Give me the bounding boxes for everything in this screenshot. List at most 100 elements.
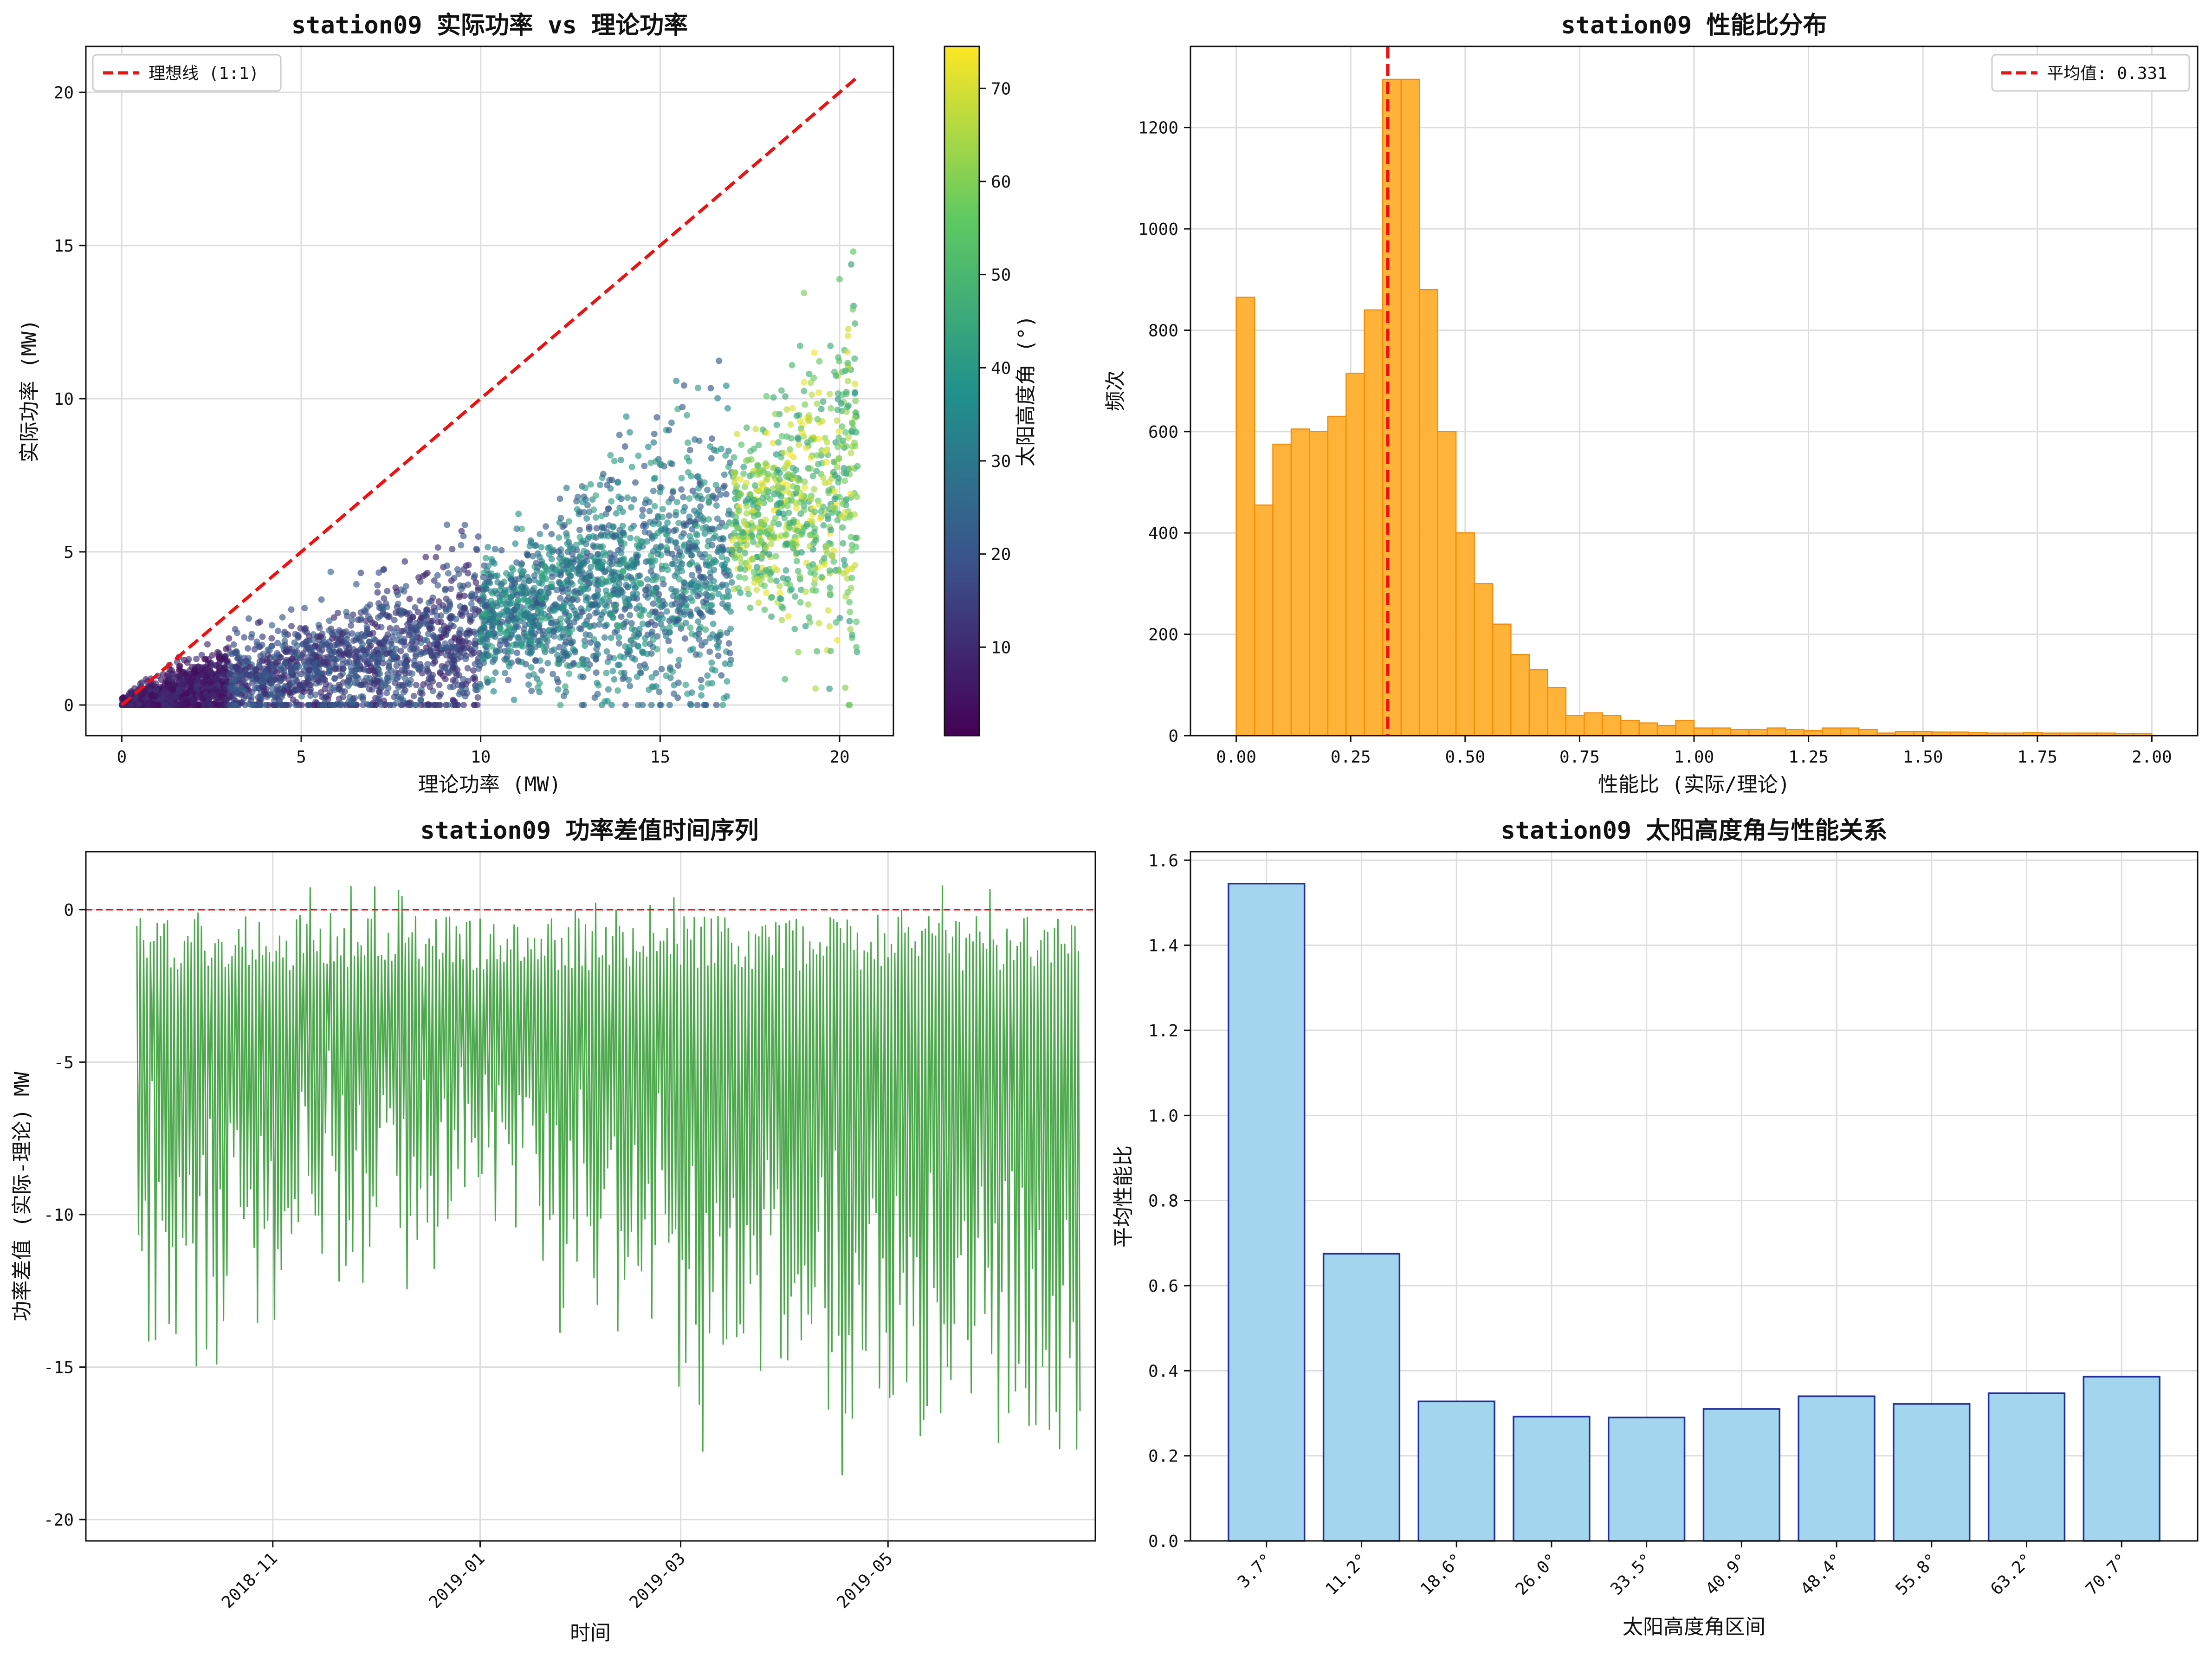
scatter-point [235, 679, 242, 686]
histogram-bar-15 [1510, 654, 1530, 737]
scatter-point [600, 471, 607, 478]
scatter-point [702, 639, 709, 646]
scatter-point [440, 602, 446, 609]
scatter-point [705, 680, 711, 687]
scatter-point [794, 550, 801, 556]
scatter-point [171, 693, 178, 699]
scatter-point [556, 534, 563, 541]
scatter-point [170, 687, 177, 694]
scatter-point [770, 394, 777, 401]
scatter-point [291, 639, 298, 646]
scatter-point [795, 568, 802, 575]
scatter-point [786, 582, 793, 589]
scatter-point [627, 525, 634, 532]
angle-bars-axes-frame [1190, 851, 2199, 1542]
scatter-point [167, 674, 173, 681]
histogram-legend: 平均值: 0.331 [1991, 54, 2190, 92]
scatter-point [708, 602, 715, 608]
scatter-point [548, 556, 555, 563]
scatter-point [841, 478, 848, 484]
scatter-point [161, 702, 168, 708]
scatter-point [818, 574, 825, 581]
scatter-point [694, 532, 701, 538]
scatter-point [228, 651, 235, 658]
scatter-xtick-label-0: 0 [116, 748, 127, 767]
scatter-point [815, 501, 822, 508]
scatter-point [806, 543, 813, 550]
scatter-point [273, 670, 280, 676]
scatter-point [253, 638, 260, 645]
scatter-point [663, 633, 670, 640]
scatter-point [770, 507, 777, 514]
scatter-point [312, 692, 319, 698]
scatter-point [652, 533, 659, 540]
scatter-point [605, 686, 612, 693]
scatter-point [723, 491, 730, 498]
scatter-point [176, 666, 183, 673]
scatter-point [459, 676, 466, 683]
scatter-point [414, 624, 421, 631]
scatter-point [359, 693, 366, 700]
scatter-point [302, 661, 309, 668]
scatter-point [307, 647, 314, 653]
scatter-point [754, 505, 761, 511]
ideal-line [121, 76, 859, 706]
scatter-point [697, 573, 704, 580]
scatter-point [393, 700, 400, 707]
scatter-point [717, 492, 724, 498]
scatter-point [289, 679, 296, 686]
scatter-point [725, 511, 732, 518]
scatter-point [484, 640, 491, 647]
scatter-point [814, 416, 821, 423]
scatter-point [479, 637, 486, 644]
scatter-point [230, 641, 237, 648]
scatter-point [548, 581, 555, 587]
timeseries-ytick-label-1: -5 [54, 1053, 74, 1072]
scatter-point [275, 627, 282, 634]
scatter-point [557, 515, 564, 522]
scatter-point [849, 420, 855, 427]
scatter-point [581, 509, 588, 516]
scatter-point [718, 672, 725, 679]
scatter-point [678, 600, 685, 607]
scatter-point [413, 682, 420, 688]
histogram-bar-25 [1693, 727, 1713, 737]
scatter-point [601, 524, 608, 531]
scatter-point [605, 505, 612, 512]
scatter-point [474, 694, 481, 701]
scatter-point [667, 537, 674, 544]
scatter-point [775, 466, 781, 473]
scatter-point [357, 616, 364, 623]
scatter-point [607, 452, 614, 459]
angle-bars [1228, 883, 2160, 1542]
scatter-point [387, 702, 394, 708]
histogram-bar-18 [1565, 715, 1585, 737]
scatter-point [532, 658, 539, 664]
scatter-point [806, 370, 813, 377]
scatter-point [851, 390, 858, 397]
angle-bar-1 [1322, 1253, 1401, 1542]
scatter-point [444, 562, 450, 569]
scatter-point [753, 564, 760, 570]
scatter-point [572, 588, 579, 595]
scatter-point [627, 574, 634, 581]
scatter-point [706, 648, 713, 655]
scatter-point [698, 676, 705, 683]
histogram-bar-13 [1474, 583, 1494, 737]
scatter-point [593, 669, 600, 676]
scatter-point [626, 429, 633, 436]
scatter-point [212, 676, 219, 683]
scatter-point [790, 545, 796, 552]
scatter-point [457, 688, 464, 695]
scatter-point [615, 634, 622, 641]
scatter-point [672, 601, 679, 607]
scatter-point [786, 519, 793, 526]
scatter-point [785, 471, 792, 478]
scatter-point [577, 578, 584, 585]
angle-bar-6 [1798, 1395, 1876, 1542]
scatter-point [842, 684, 849, 691]
scatter-point [605, 533, 612, 540]
scatter-point [728, 579, 735, 586]
scatter-point [655, 602, 662, 608]
